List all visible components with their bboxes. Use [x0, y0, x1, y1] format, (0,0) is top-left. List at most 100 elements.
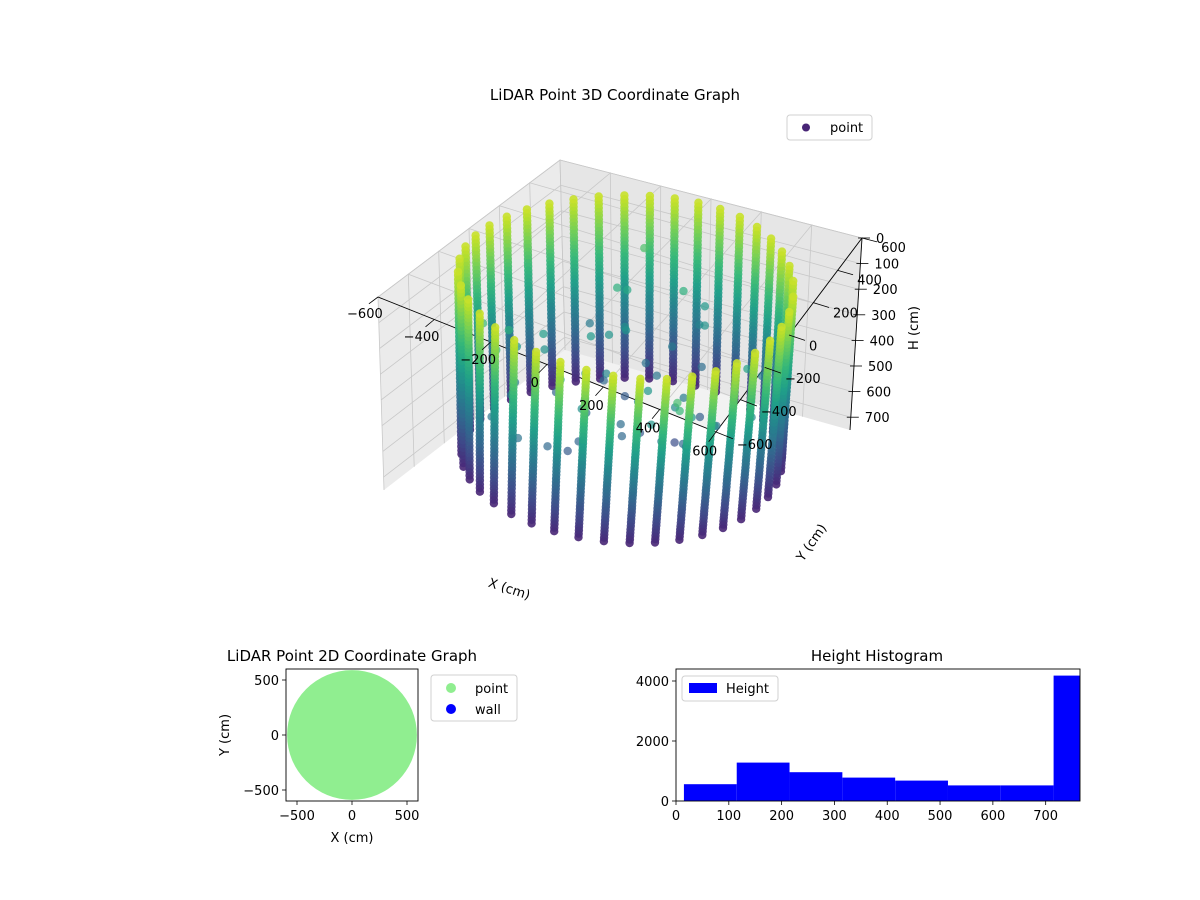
grid-line-z: [377, 159, 863, 298]
scatter-3d-point: [502, 212, 511, 221]
histogram-bar: [683, 784, 737, 801]
x-tick-label: 0: [531, 376, 539, 391]
scatter-3d-point: [641, 358, 650, 368]
scatter-3d-point: [585, 319, 594, 328]
scatter-3d-point: [464, 295, 473, 304]
y-tick-label: −400: [761, 405, 797, 420]
scatter-3d-point: [785, 307, 794, 317]
scatter-2d-point-cloud: [287, 670, 417, 800]
scatter-3d-point: [539, 329, 548, 339]
legend-label-point: point: [830, 121, 863, 136]
histogram-bar: [947, 785, 1001, 801]
x-tick-label: 0: [672, 809, 680, 824]
scatter-3d-point: [586, 332, 596, 341]
y-tick-label: 0: [271, 729, 279, 744]
histogram-bars: [683, 675, 1080, 801]
scatter-3d-point: [616, 420, 625, 429]
x-tick-label: 100: [716, 809, 741, 824]
histogram-ticks: 0 100 200 300 400 500 600 700 0 2000 4000: [636, 675, 1058, 824]
scatter-3d-point: [766, 234, 776, 243]
y-tick-mark: [715, 431, 734, 440]
y-tick-mark: [813, 302, 830, 308]
scatter-3d-point: [765, 336, 775, 345]
scatter-3d-point: [620, 191, 629, 200]
z-tick-label: 700: [865, 411, 890, 426]
scatter-3d-point: [697, 362, 706, 372]
scatter-3d-point: [471, 231, 480, 240]
scatter-2d-xlabel: X (cm): [331, 831, 374, 846]
scatter-3d-point: [752, 222, 762, 232]
histogram-bar: [1000, 785, 1054, 801]
scatter-3d-point: [750, 348, 760, 358]
scatter-3d-xlabel: X (cm): [486, 576, 532, 604]
scatter-3d-point: [716, 204, 725, 214]
x-tick-label: 600: [692, 445, 717, 460]
z-tick-label: 400: [870, 334, 895, 349]
scatter-3d-point: [545, 199, 554, 208]
y-tick-label: 500: [254, 674, 279, 689]
scatter-3d-point: [455, 254, 464, 263]
scatter-3d-point: [531, 347, 541, 357]
legend-label-wall: wall: [475, 703, 501, 718]
x-tick-mark: [425, 319, 435, 328]
scatter-3d-point: [640, 243, 649, 253]
scatter-3d-point: [453, 267, 463, 276]
z-tick-label: 500: [868, 360, 893, 375]
scatter-3d-point: [504, 325, 514, 335]
scatter-3d-point: [623, 285, 632, 295]
z-axis-line: [849, 237, 863, 431]
legend-marker-point: [446, 683, 456, 693]
y-tick-mark: [788, 334, 806, 341]
scatter-3d-point: [695, 412, 705, 422]
scatter-3d-point: [679, 393, 688, 402]
scatter-2d-ylabel: Y (cm): [218, 714, 233, 757]
scatter-3d-point: [617, 432, 627, 441]
scatter-3d-zlabel: H (cm): [907, 306, 922, 350]
y-tick-label: −600: [737, 438, 773, 453]
scatter-3d-point: [636, 374, 645, 383]
scatter-3d-point: [789, 292, 798, 301]
scatter-2d-chart: LiDAR Point 2D Coordinate Graph −500 0 500…: [218, 647, 518, 846]
y-tick-label: −200: [785, 372, 821, 387]
histogram-title: Height Histogram: [811, 647, 943, 665]
scatter-3d-point: [602, 369, 611, 378]
scatter-3d-point: [485, 221, 494, 230]
scatter-3d-chart: LiDAR Point 3D Coordinate Graph −600 −400…: [347, 86, 922, 603]
x-tick-label: −200: [460, 353, 496, 368]
scatter-2d-plot: [287, 670, 417, 800]
height-histogram-chart: Height Histogram 0 100 200 300 400 500 600 7000…: [636, 647, 1081, 824]
scatter-3d-point: [563, 446, 572, 456]
scatter-3d-point: [785, 261, 794, 271]
scatter-3d-point: [735, 212, 745, 222]
scatter-3d-point: [647, 420, 656, 429]
scatter-3d-point: [679, 286, 688, 296]
x-tick-label: 700: [1033, 809, 1058, 824]
y-tick-label: 0: [661, 795, 669, 810]
y-tick-label: 200: [833, 307, 858, 322]
x-tick-label: 0: [348, 809, 356, 824]
scatter-3d-point: [582, 365, 591, 375]
scatter-3d-point: [700, 302, 710, 311]
scatter-3d-point: [604, 330, 614, 339]
x-tick-mark: [708, 431, 717, 442]
scatter-3d-point: [777, 247, 787, 256]
scatter-3d-point: [694, 198, 703, 207]
scatter-3d-points: [453, 191, 798, 548]
x-tick-mark: [481, 341, 491, 351]
histogram-bar: [842, 777, 896, 801]
y-tick-label: −500: [243, 784, 279, 799]
scatter-3d-point: [662, 374, 672, 384]
histogram-bar: [789, 772, 843, 801]
scatter-3d-point: [688, 372, 697, 381]
scatter-2d-legend: point wall: [430, 674, 518, 722]
y-tick-label: 400: [857, 274, 882, 289]
scatter-3d-point: [621, 326, 631, 335]
y-tick-label: 600: [881, 241, 906, 256]
legend-frame: [786, 114, 873, 141]
scatter-3d-point: [522, 205, 532, 214]
y-tick-label: 4000: [636, 675, 669, 690]
histogram-frame: [675, 668, 1081, 802]
histogram-bar: [1053, 675, 1080, 801]
scatter-3d-point: [540, 345, 549, 354]
x-tick-label: 600: [980, 809, 1005, 824]
